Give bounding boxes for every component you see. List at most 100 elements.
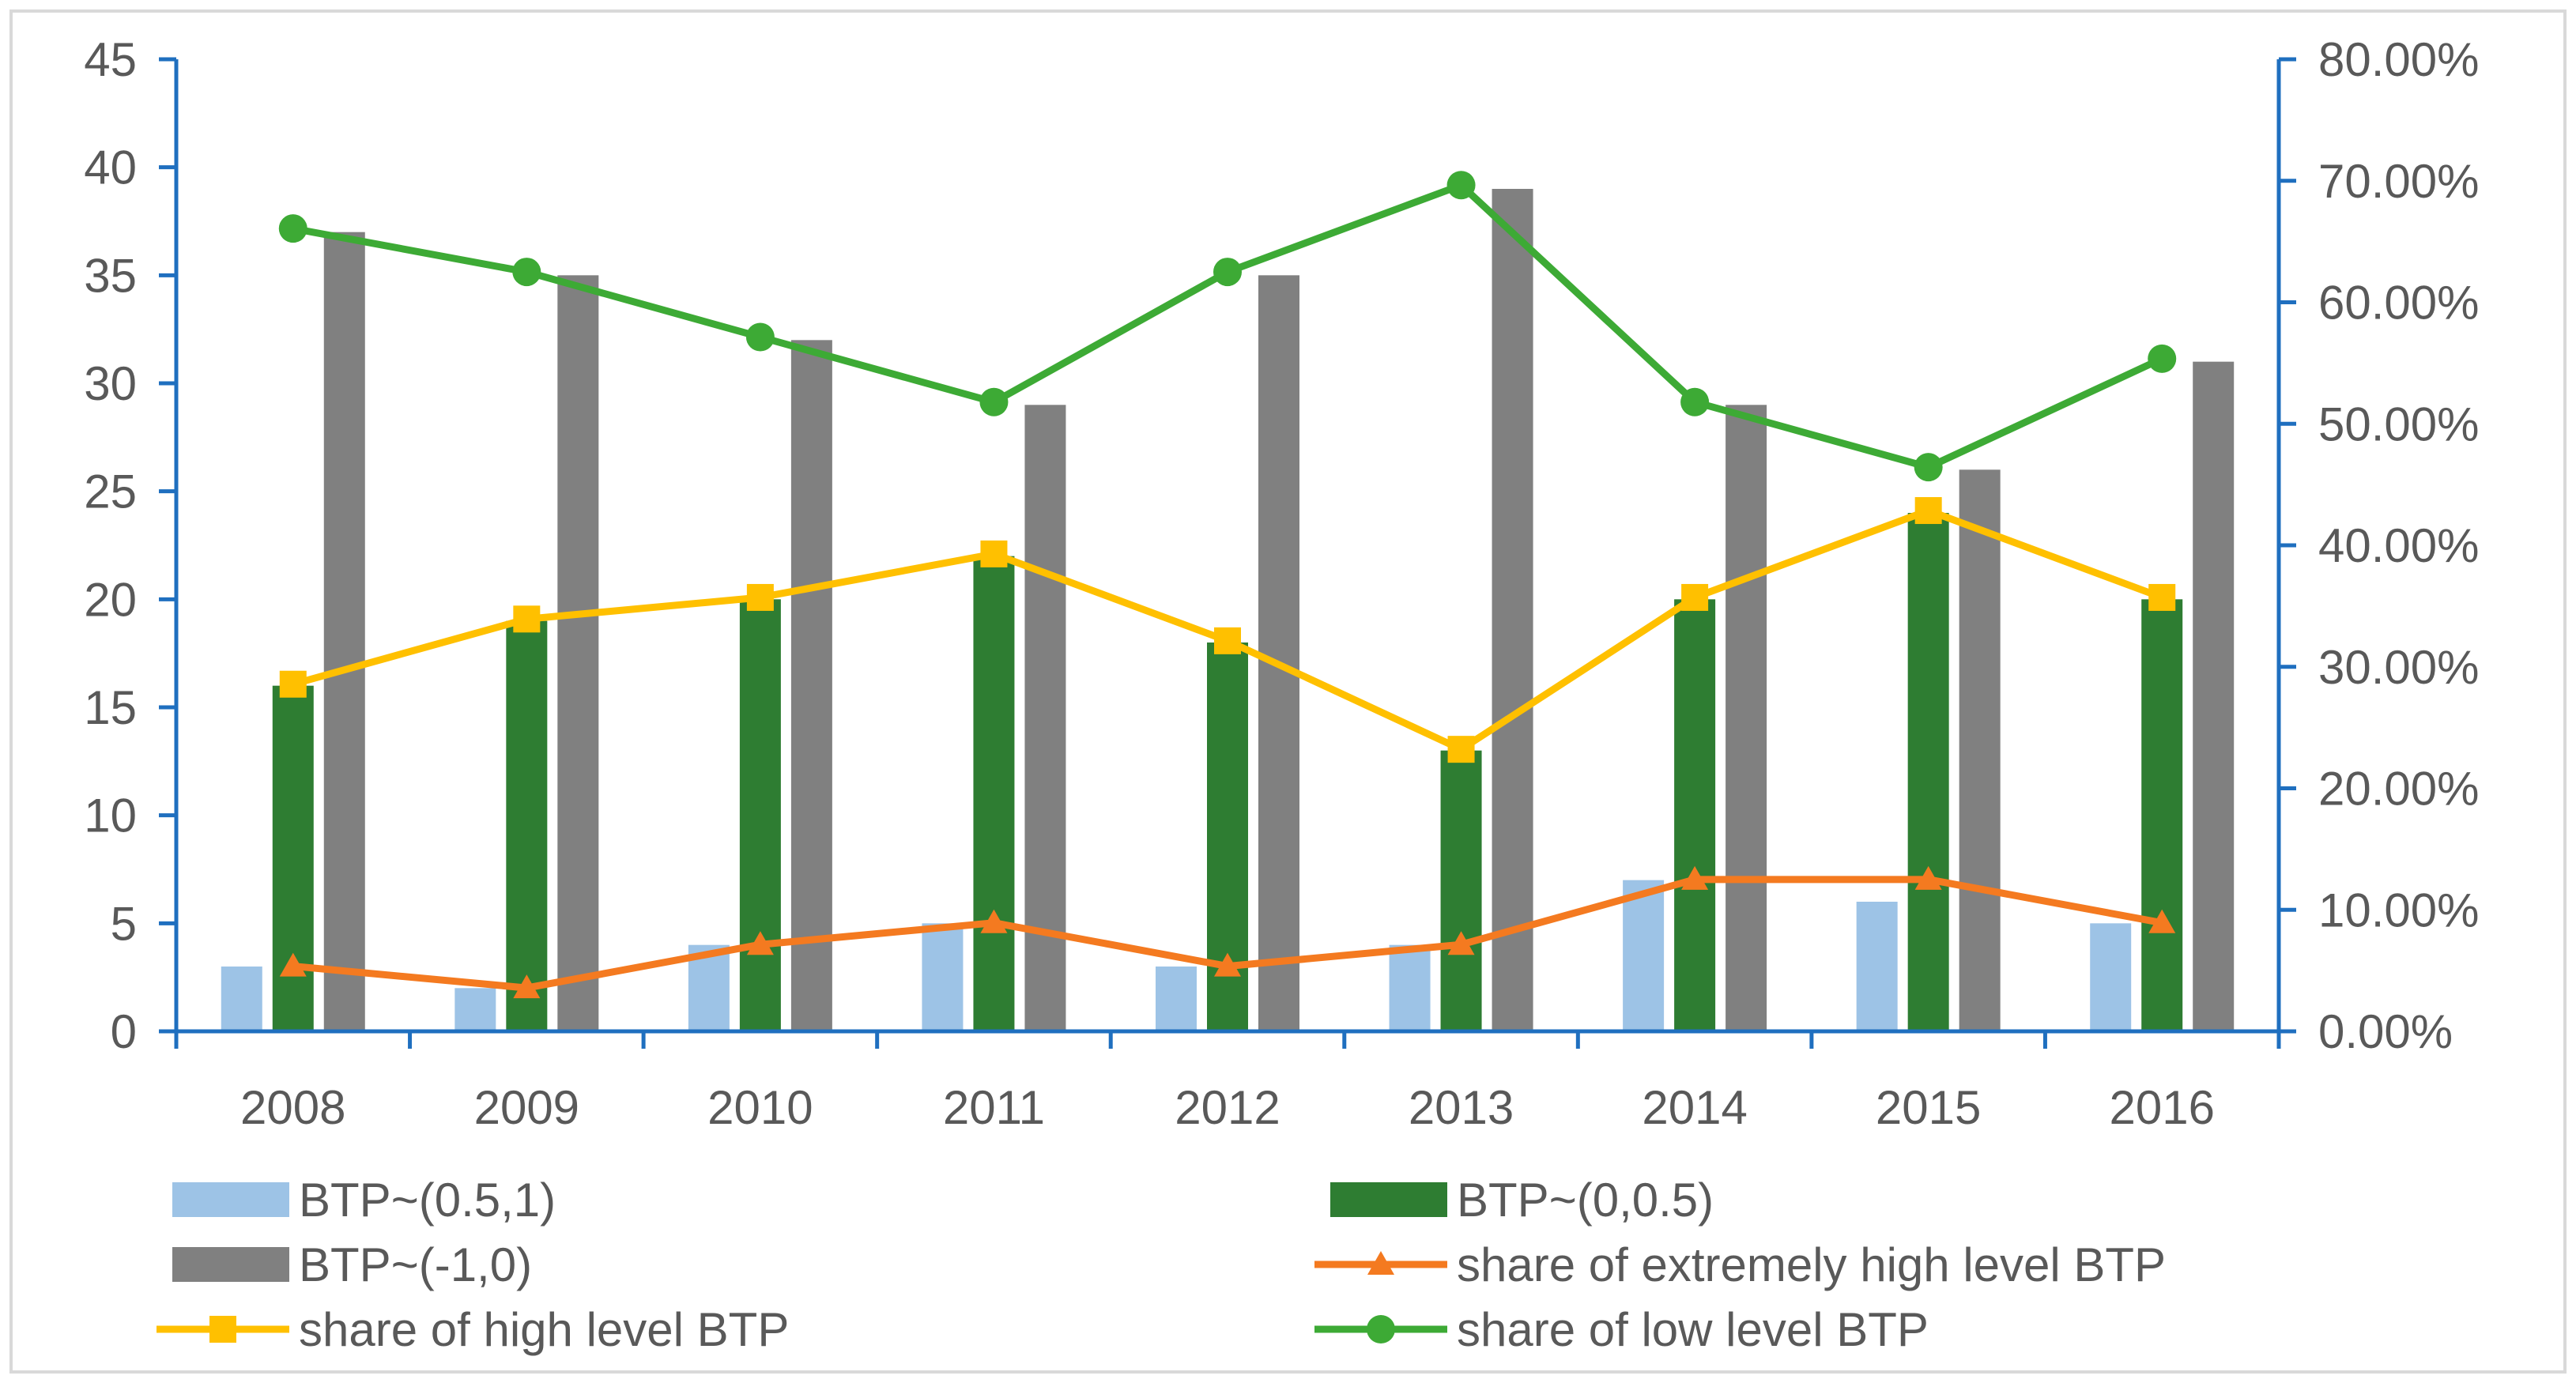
legend-label: share of high level BTP <box>299 1303 789 1356</box>
y-tick-label: 5 <box>111 897 137 950</box>
legend-item-3: share of extremely high level BTP <box>1314 1238 2166 1291</box>
legend-swatch <box>172 1182 289 1217</box>
bar-0-2009 <box>454 988 496 1031</box>
bar-0-2012 <box>1156 967 1197 1031</box>
y2-tick-label: 40.00% <box>2318 519 2480 572</box>
bar-1-2014 <box>1674 599 1716 1031</box>
legend-swatch <box>172 1247 289 1282</box>
y-tick-label: 40 <box>84 141 137 194</box>
x-tick-label: 2010 <box>707 1081 813 1134</box>
y2-tick-label: 60.00% <box>2318 277 2480 330</box>
y2-tick-label: 30.00% <box>2318 641 2480 694</box>
bar-1-2016 <box>2141 599 2183 1031</box>
x-tick-label: 2009 <box>474 1081 579 1134</box>
point-3-2016 <box>2148 909 2176 933</box>
y2-tick-label: 10.00% <box>2318 884 2480 936</box>
point-3-2008 <box>279 952 307 977</box>
point-4-2011 <box>980 540 1008 567</box>
y-tick-label: 0 <box>111 1005 137 1058</box>
point-4-2016 <box>2148 583 2176 611</box>
point-5-2016 <box>2148 344 2177 373</box>
point-5-2009 <box>512 258 541 287</box>
point-5-2014 <box>1680 387 1710 416</box>
point-5-2010 <box>745 322 775 352</box>
point-3-2011 <box>980 909 1008 933</box>
bar-2-2008 <box>323 232 365 1032</box>
legend-item-4: share of high level BTP <box>157 1303 789 1356</box>
bar-2-2016 <box>2193 361 2235 1032</box>
bar-0-2016 <box>2090 923 2132 1031</box>
legend-item-0: BTP~(0.5,1) <box>172 1174 556 1227</box>
bar-0-2008 <box>221 967 262 1031</box>
point-4-2008 <box>279 670 307 698</box>
bar-1-2010 <box>739 599 781 1031</box>
bar-1-2013 <box>1440 750 1482 1031</box>
bar-0-2011 <box>922 923 964 1031</box>
point-5-2011 <box>979 387 1009 416</box>
y-tick-label: 25 <box>84 465 137 518</box>
y2-tick-label: 70.00% <box>2318 155 2480 208</box>
point-5-2012 <box>1213 258 1242 287</box>
axes-layer: 0 5 10 15 20 25 30 35 40 45 0.00% 10.00% 20.00% 30.00… <box>84 33 2479 1134</box>
y2-tick-label: 50.00% <box>2318 398 2480 450</box>
point-3-2013 <box>1447 931 1475 955</box>
point-3-2014 <box>1681 865 1709 890</box>
y-tick-label: 30 <box>84 357 137 410</box>
legend-marker <box>1367 1315 1395 1343</box>
bar-2-2014 <box>1726 405 1767 1031</box>
legend-label: share of extremely high level BTP <box>1457 1238 2166 1291</box>
point-4-2014 <box>1681 583 1709 611</box>
y2-tick-label: 20.00% <box>2318 763 2480 816</box>
legend-label: share of low level BTP <box>1457 1303 1929 1356</box>
point-3-2015 <box>1914 865 1942 890</box>
x-tick-label: 2012 <box>1175 1081 1280 1134</box>
x-tick-label: 2014 <box>1642 1081 1747 1134</box>
bar-2-2015 <box>1959 469 2001 1031</box>
legend-item-5: share of low level BTP <box>1314 1303 1929 1356</box>
bar-0-2014 <box>1623 880 1665 1031</box>
legend-label: BTP~(0.5,1) <box>299 1174 556 1227</box>
point-4-2010 <box>746 583 774 611</box>
x-tick-label: 2011 <box>943 1081 1045 1134</box>
point-3-2009 <box>513 974 541 999</box>
legend-label: BTP~(0,0.5) <box>1457 1174 1714 1227</box>
x-tick-label: 2016 <box>2109 1081 2214 1134</box>
bar-2-2012 <box>1258 275 1299 1031</box>
point-4-2013 <box>1447 736 1475 763</box>
x-tick-label: 2008 <box>240 1081 345 1134</box>
point-3-2010 <box>746 931 774 955</box>
x-tick-label: 2015 <box>1876 1081 1981 1134</box>
bars-layer <box>221 189 2235 1032</box>
bar-0-2013 <box>1389 944 1431 1031</box>
bar-1-2009 <box>506 620 548 1031</box>
legend-marker <box>209 1316 236 1343</box>
y-tick-label: 15 <box>84 681 137 734</box>
point-3-2012 <box>1214 952 1241 977</box>
y2-tick-label: 0.00% <box>2318 1005 2453 1058</box>
bar-0-2015 <box>1856 902 1898 1031</box>
bar-1-2011 <box>973 556 1015 1031</box>
y-tick-label: 45 <box>84 33 137 86</box>
bar-1-2015 <box>1907 513 1949 1031</box>
legend-item-2: BTP~(-1,0) <box>172 1238 532 1291</box>
legend-marker <box>1367 1251 1394 1275</box>
point-5-2008 <box>278 214 307 243</box>
point-5-2013 <box>1446 171 1476 200</box>
legend-item-1: BTP~(0,0.5) <box>1330 1174 1714 1227</box>
legend-swatch <box>1330 1182 1447 1217</box>
point-4-2012 <box>1214 627 1241 654</box>
bar-2-2013 <box>1492 189 1533 1031</box>
legend-label: BTP~(-1,0) <box>299 1238 532 1291</box>
y2-tick-label: 80.00% <box>2318 33 2480 86</box>
y-tick-label: 20 <box>84 573 137 626</box>
lines-layer <box>278 171 2177 999</box>
point-4-2009 <box>513 605 541 633</box>
bar-1-2008 <box>272 685 314 1031</box>
point-5-2015 <box>1914 453 1943 482</box>
point-4-2015 <box>1914 497 1942 525</box>
y-tick-label: 10 <box>84 789 137 842</box>
bar-2-2010 <box>790 340 832 1031</box>
y-tick-label: 35 <box>84 249 137 302</box>
x-tick-label: 2013 <box>1409 1081 1514 1134</box>
